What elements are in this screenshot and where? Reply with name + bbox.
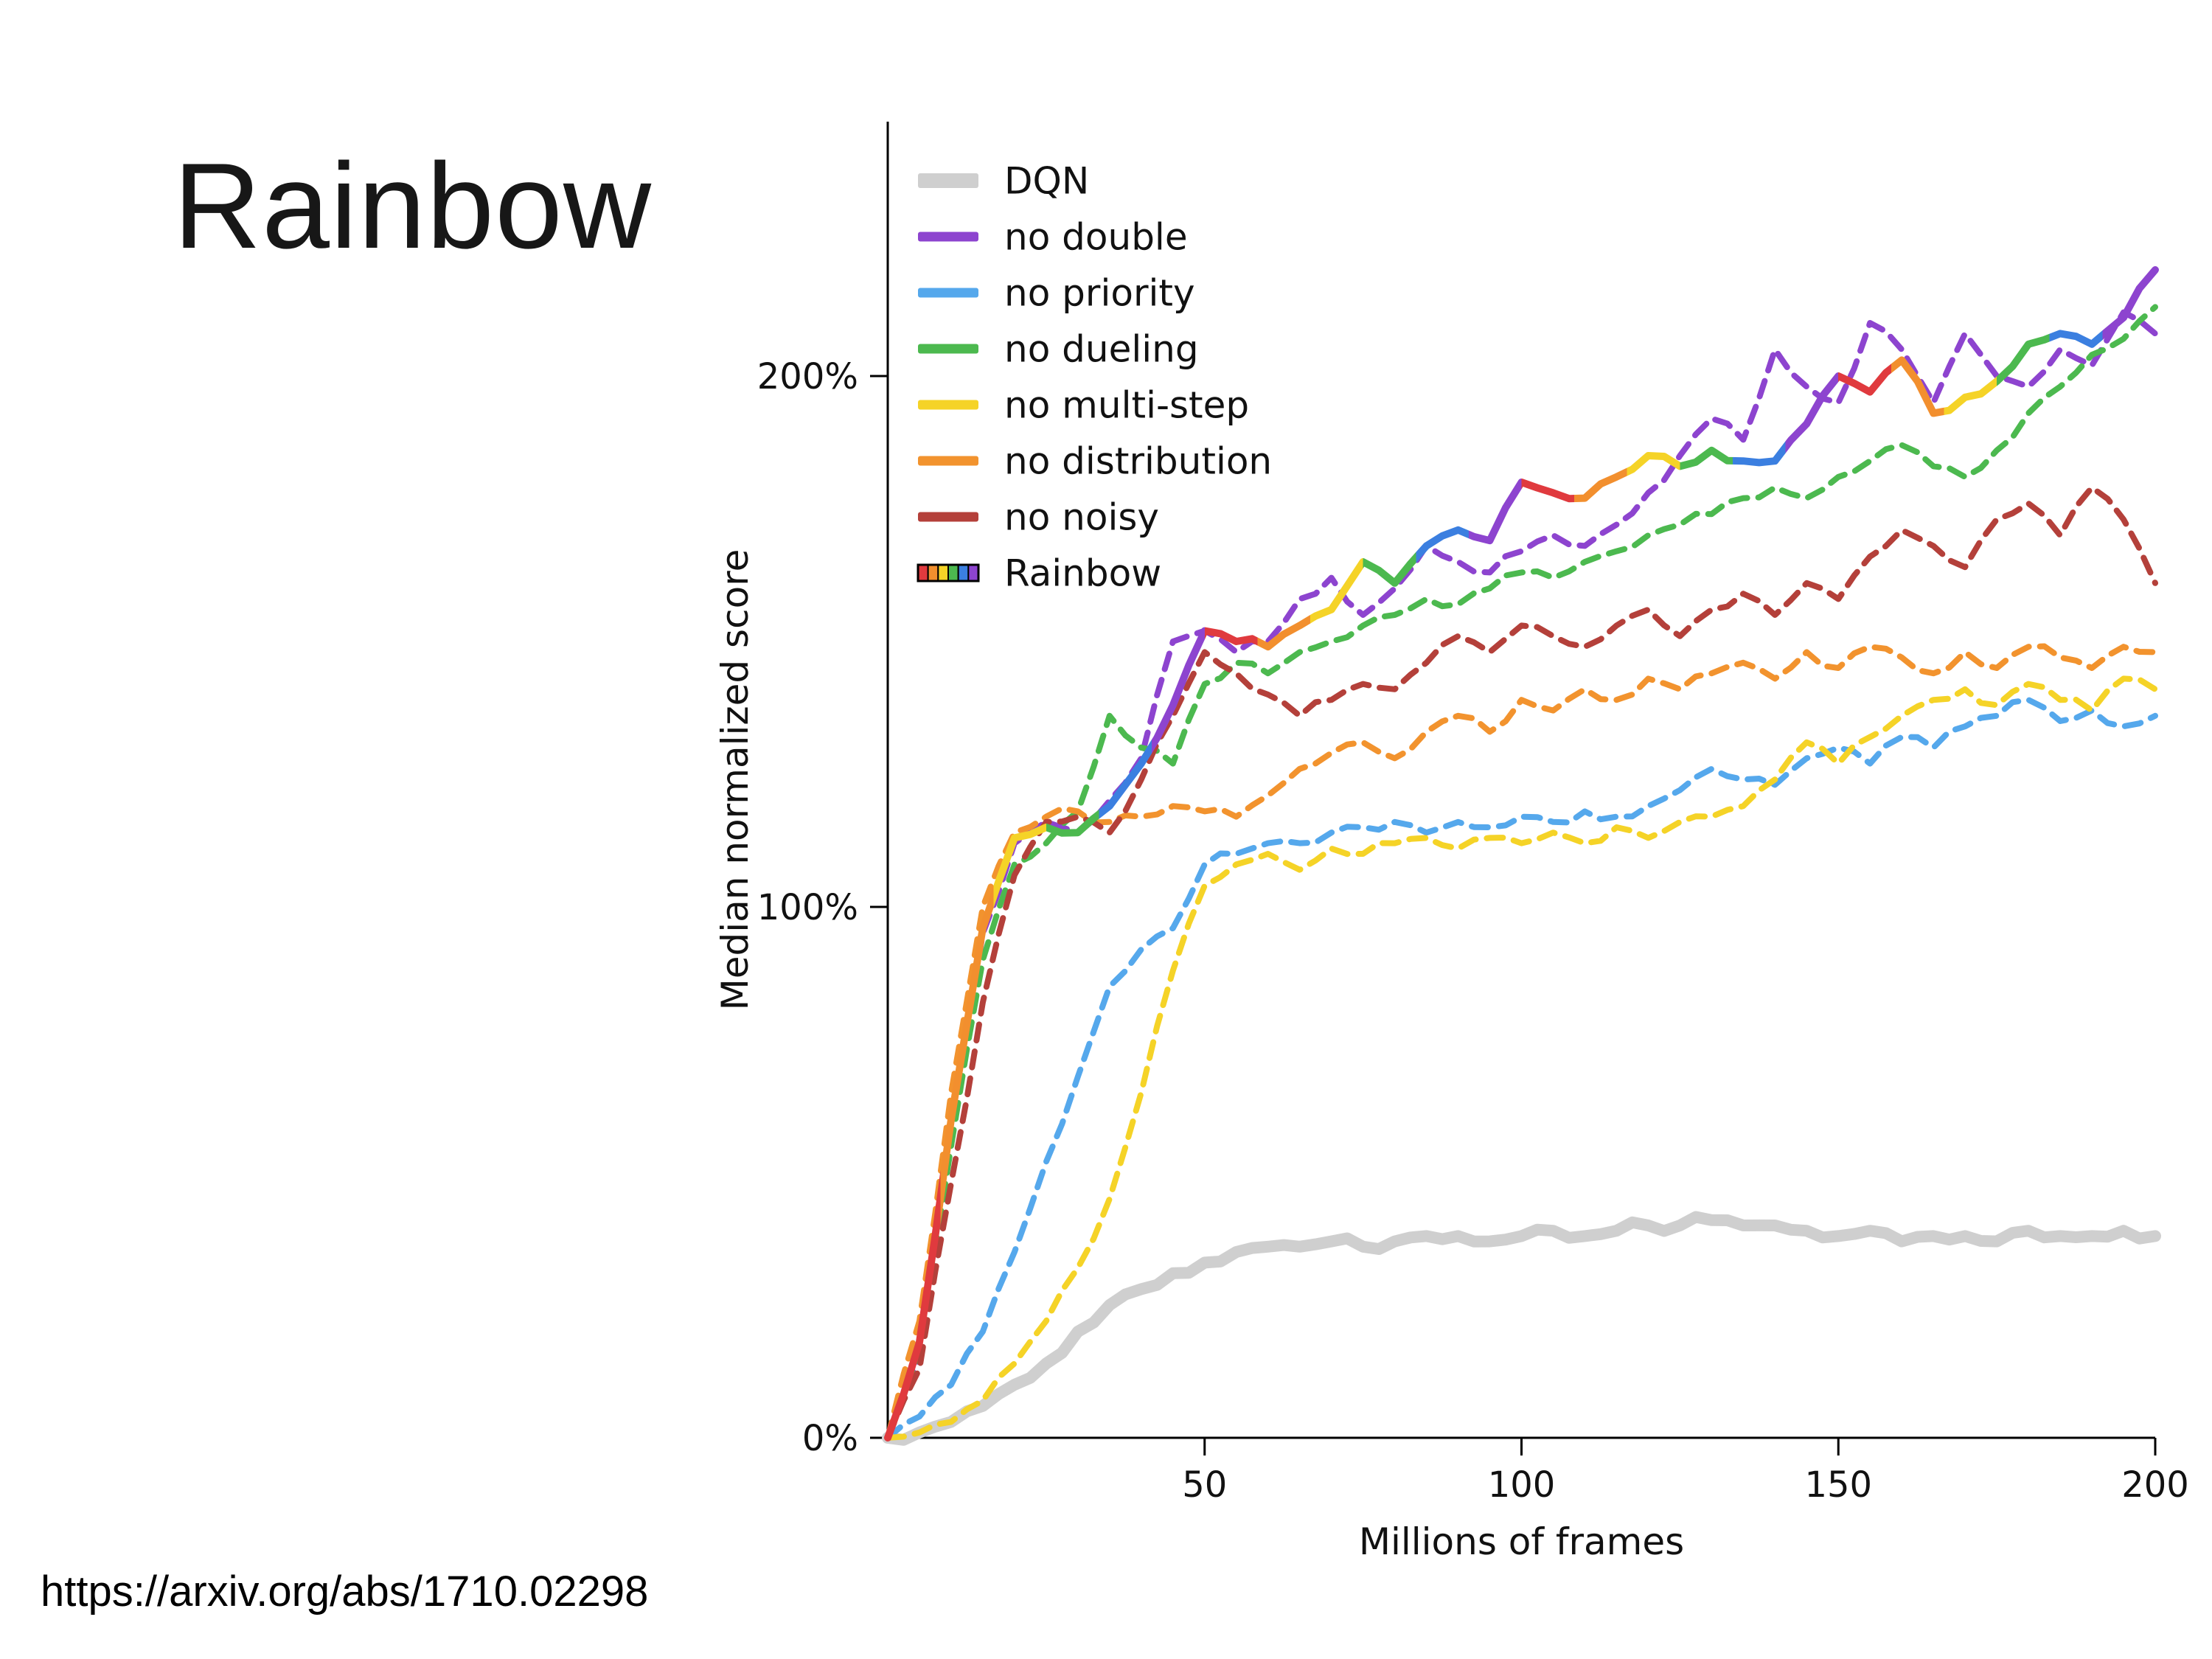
legend-swatch-no-priority (918, 288, 978, 298)
legend-label-no-multi-step: no multi-step (1004, 384, 1249, 427)
series-line-rainbow (884, 266, 2159, 1441)
y-tick-label: 0% (802, 1418, 858, 1459)
legend-swatch-rainbow-border (917, 563, 980, 582)
legend-swatch-rainbow-segment (937, 564, 950, 582)
y-axis-label: Median normalized score (714, 549, 757, 1011)
x-tick-label: 100 (1488, 1464, 1556, 1506)
x-tick-label: 200 (2121, 1464, 2189, 1506)
series-line-dqn (882, 1211, 2161, 1446)
legend-label-no-noisy: no noisy (1004, 496, 1159, 539)
legend-swatch-no-distribution (918, 456, 978, 466)
legend-label-no-dueling: no dueling (1004, 328, 1199, 371)
series-line-no-noisy (885, 484, 2158, 1441)
slide-title: Rainbow (173, 138, 653, 274)
legend-label-rainbow: Rainbow (1004, 552, 1161, 595)
legend-swatch-no-noisy (918, 512, 978, 522)
x-tick-label: 50 (1182, 1464, 1227, 1506)
legend-swatch-dqn (918, 173, 978, 188)
legend-label-no-distribution: no distribution (1004, 440, 1272, 483)
legend-swatch-no-double (918, 232, 978, 242)
legend-label-no-double: no double (1004, 216, 1188, 259)
legend-swatch-rainbow-segment (927, 564, 939, 582)
legend-label-dqn: DQN (1004, 160, 1089, 203)
y-tick-label: 100% (757, 887, 858, 928)
series-line-no-distribution (885, 643, 2158, 1441)
legend-swatch-no-multi-step (918, 400, 978, 410)
legend-swatch-no-dueling (918, 344, 978, 354)
x-tick-label: 150 (1804, 1464, 1872, 1506)
source-url: https://arxiv.org/abs/1710.02298 (41, 1568, 649, 1615)
legend-label-no-priority: no priority (1004, 272, 1195, 315)
legend-swatch-rainbow-segment (957, 564, 970, 582)
series-line-no-multi-step (885, 675, 2158, 1441)
legend-swatch-rainbow-segment (947, 564, 959, 582)
series-line-no-dueling (885, 304, 2158, 1441)
legend-swatch-rainbow-segment (967, 564, 980, 582)
series-line-no-priority (885, 697, 2158, 1441)
y-tick-label: 200% (757, 356, 858, 397)
legend-swatch-rainbow-segment (917, 564, 929, 582)
x-axis-label: Millions of frames (1359, 1520, 1684, 1563)
